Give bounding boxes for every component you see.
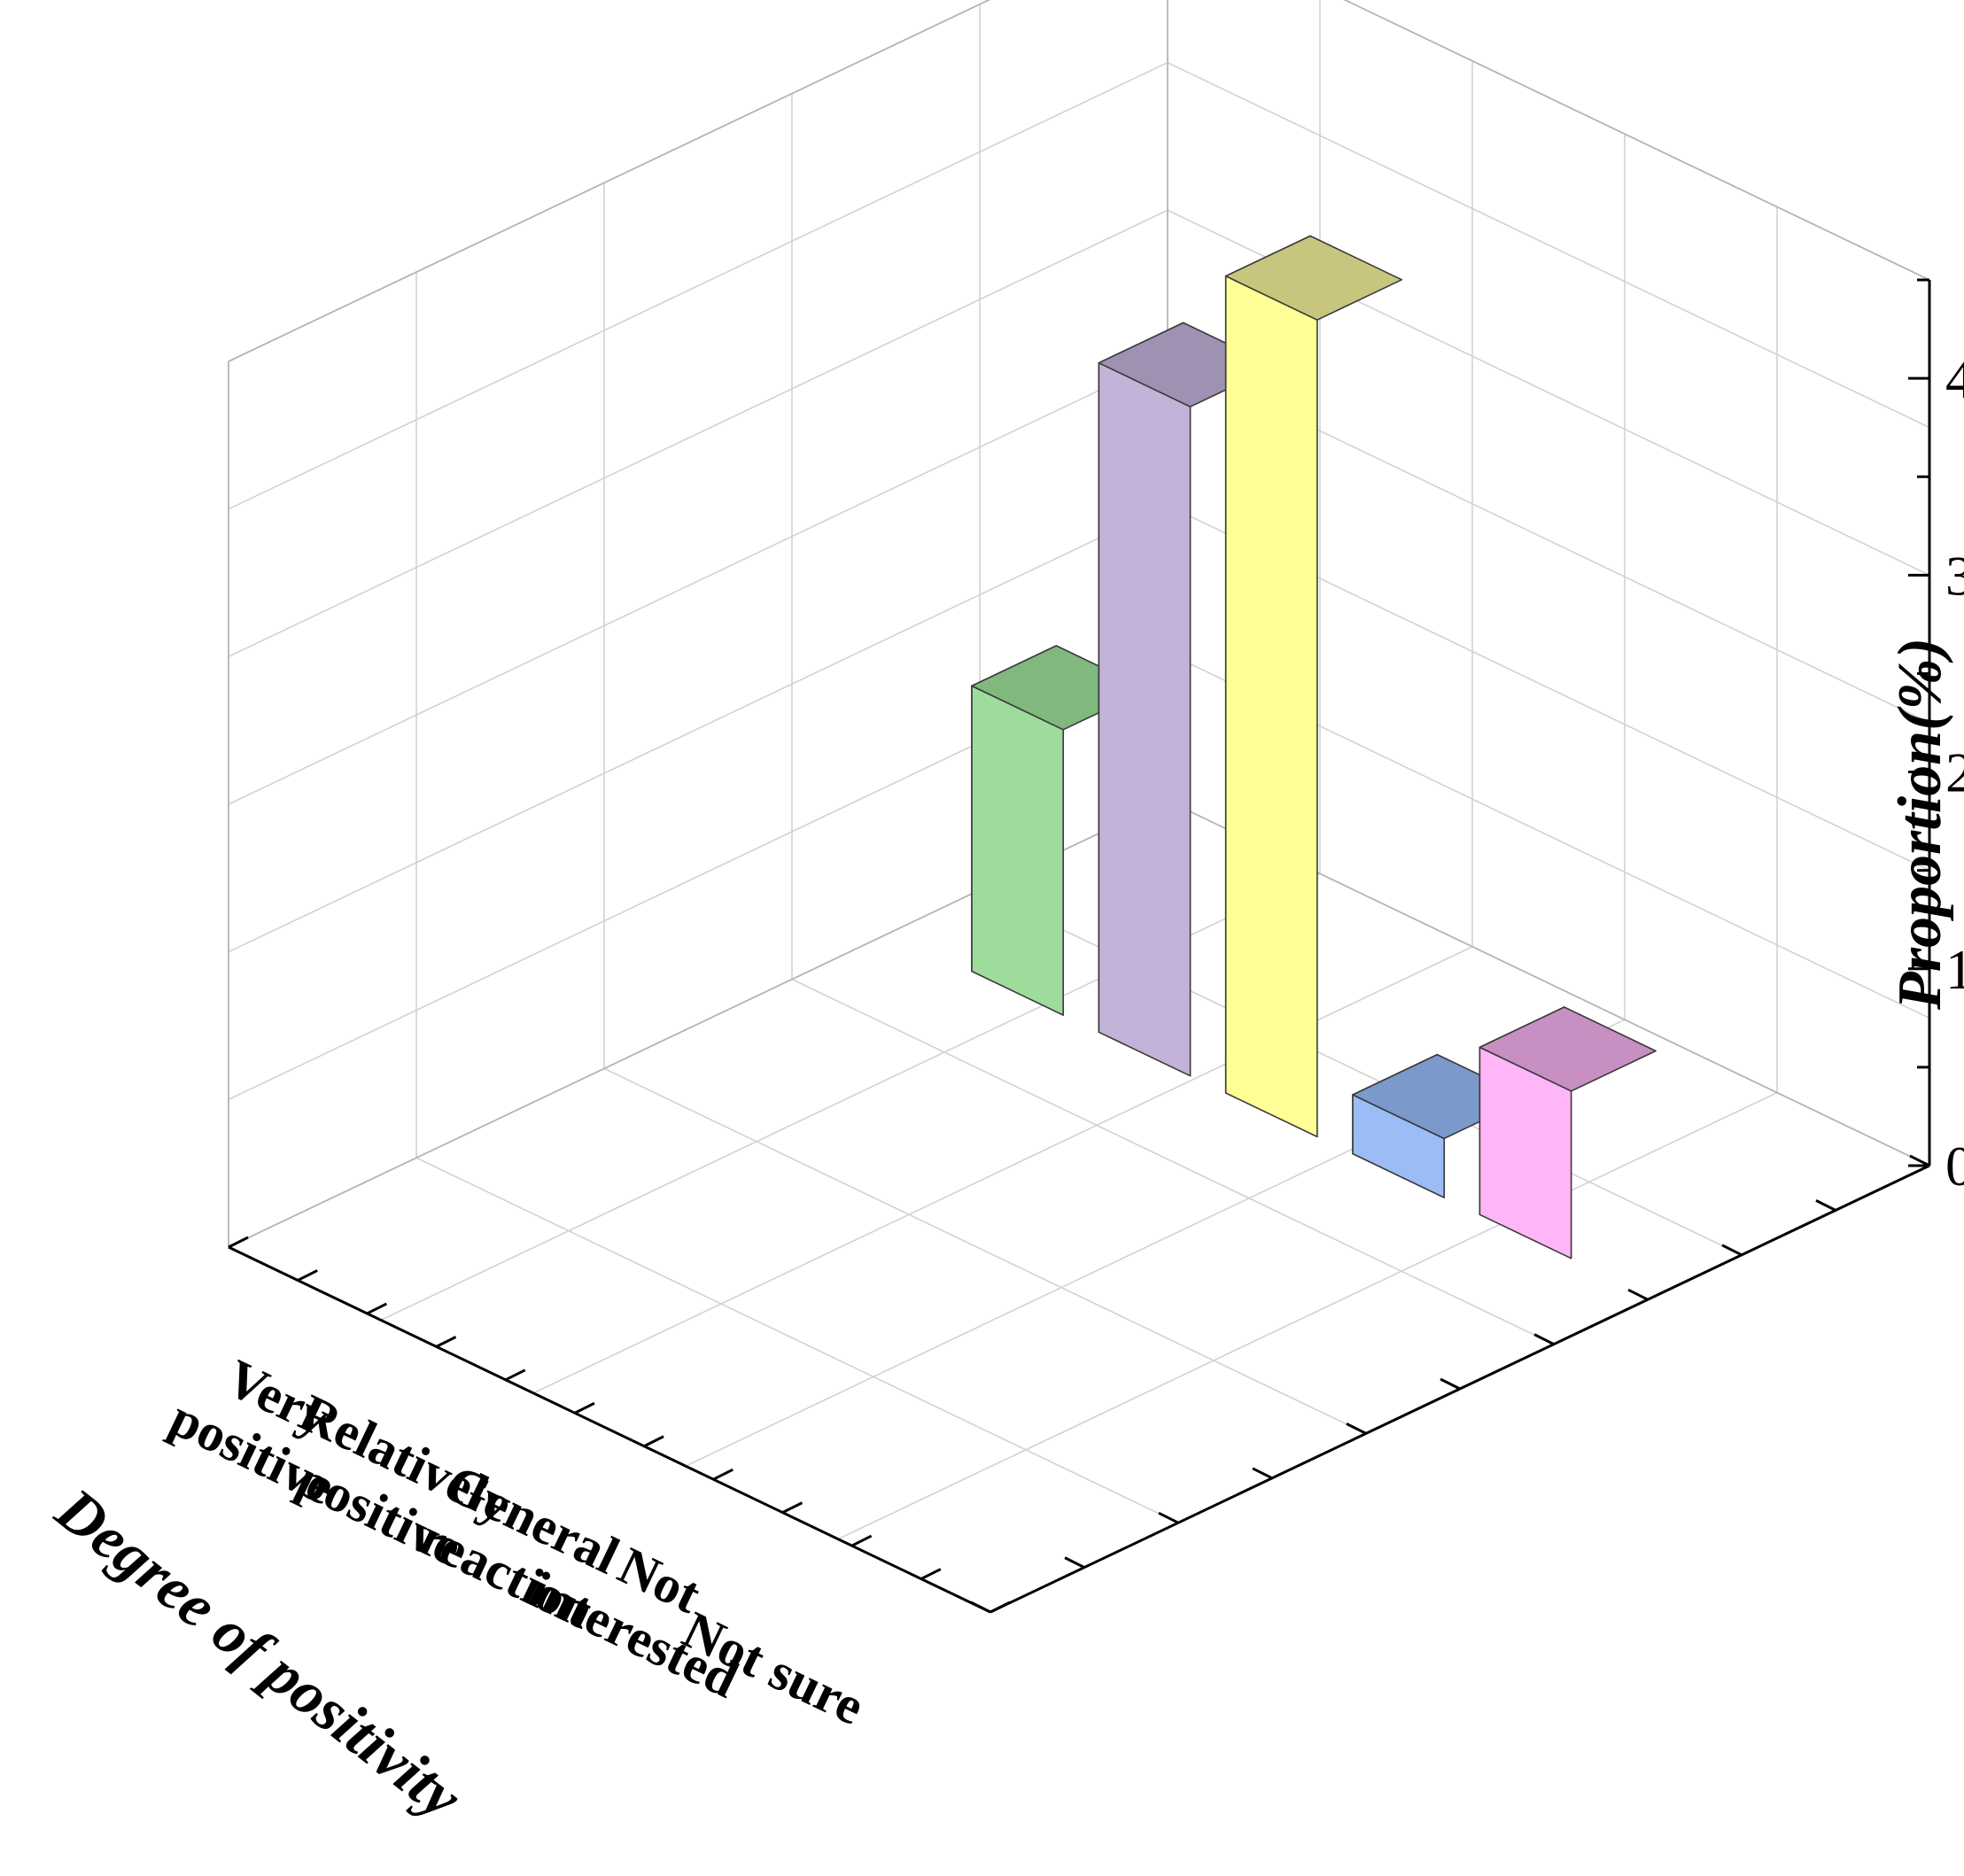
y-axis-tick bbox=[1440, 1377, 1461, 1391]
z-tick-labels: 0 10 20 30 40 bbox=[1945, 347, 1964, 1198]
gridline bbox=[1167, 61, 1930, 429]
bar bbox=[1098, 322, 1276, 1077]
y-axis-tick bbox=[1346, 1423, 1367, 1435]
x-axis-tick bbox=[228, 1236, 249, 1249]
bar-front-face bbox=[1224, 275, 1318, 1138]
gridline bbox=[837, 1091, 1778, 1540]
bar-front-face bbox=[971, 685, 1064, 1016]
z-tick-label: 30 bbox=[1945, 544, 1964, 607]
x-axis-tick bbox=[920, 1568, 942, 1580]
y-axis-tick bbox=[1627, 1288, 1649, 1301]
gridline bbox=[979, 889, 1743, 1256]
gridlines bbox=[228, 0, 1930, 1540]
x-axis-tick bbox=[990, 1601, 1011, 1614]
gridline bbox=[791, 978, 1555, 1345]
bar bbox=[1479, 1006, 1657, 1260]
x-axis-line bbox=[228, 1245, 991, 1614]
x-axis-tick bbox=[435, 1336, 457, 1348]
x-axis-tick bbox=[505, 1368, 526, 1382]
y-axis-tick bbox=[1815, 1199, 1836, 1212]
z-tick-label: 40 bbox=[1945, 347, 1964, 410]
frame-edge bbox=[1343, 0, 1930, 281]
x-axis-tick bbox=[574, 1401, 595, 1415]
gridline bbox=[603, 1067, 1367, 1435]
y-axis-tick bbox=[1064, 1556, 1085, 1569]
x-axis-tick bbox=[366, 1302, 388, 1315]
gridline bbox=[228, 61, 1168, 510]
gridline bbox=[532, 946, 1473, 1394]
x-axis-tick bbox=[297, 1269, 318, 1282]
gridline bbox=[415, 1157, 1179, 1523]
z-axis-title: Proportion(%) bbox=[1886, 638, 1954, 1011]
gridline bbox=[228, 209, 1168, 658]
gridline bbox=[228, 357, 1168, 805]
bar-top-face bbox=[1479, 1006, 1657, 1092]
y-axis-tick bbox=[1252, 1467, 1273, 1480]
x-axis-tick bbox=[850, 1534, 873, 1547]
frame-edge bbox=[228, 0, 991, 362]
y-axis-tick bbox=[970, 1601, 991, 1614]
y-axis-tick bbox=[1721, 1244, 1743, 1257]
axes bbox=[228, 278, 1931, 1614]
bar-top-face bbox=[1224, 235, 1403, 322]
bar-front-face bbox=[1098, 361, 1192, 1077]
gridline bbox=[228, 504, 1168, 953]
z-tick-label: 10 bbox=[1945, 938, 1964, 1001]
bars bbox=[971, 235, 1657, 1260]
axis-frame bbox=[228, 0, 1930, 1248]
bar bbox=[1224, 235, 1403, 1138]
z-tick-label: 20 bbox=[1945, 741, 1964, 804]
y-axis-tick bbox=[1909, 1154, 1930, 1167]
z-tick-label: 0 bbox=[1945, 1135, 1964, 1198]
x-axis-tick bbox=[712, 1468, 734, 1481]
x-axis-tick bbox=[643, 1435, 664, 1448]
y-axis-tick bbox=[1158, 1511, 1179, 1524]
y-axis-tick bbox=[1533, 1333, 1555, 1345]
x-axis-tick bbox=[781, 1501, 803, 1514]
